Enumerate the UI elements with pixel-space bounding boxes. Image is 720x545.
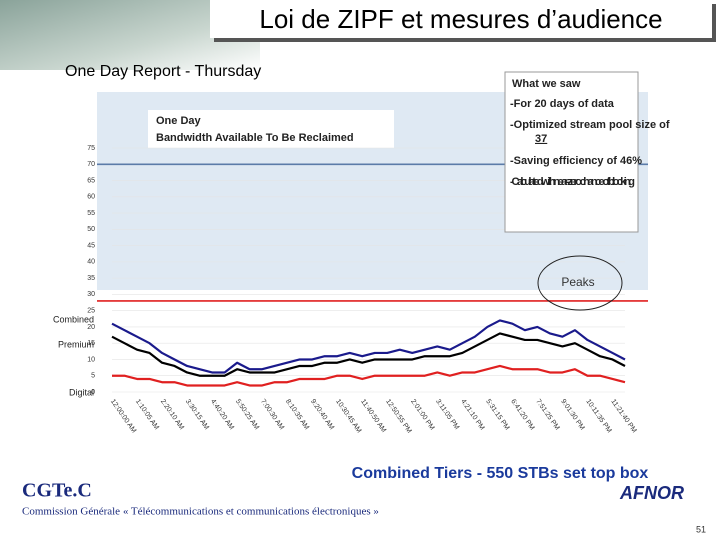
callout-value: 37: [535, 133, 547, 145]
title-box: [210, 0, 712, 38]
callout-box: [504, 71, 639, 233]
series-line: [111, 319, 626, 374]
y-tick-label: 50: [87, 226, 95, 233]
x-tick-label: 10:30:45 AM: [334, 398, 362, 434]
y-tick-label: 10: [87, 356, 95, 363]
x-tick-label: 3:11:05 PM: [434, 398, 460, 431]
x-tick-label: 10:11:35 PM: [584, 398, 612, 434]
page-number: 51: [696, 524, 706, 534]
x-tick-label: 12:00:00 AM: [109, 398, 137, 434]
callout-text: -For 20 days of data: [510, 98, 615, 110]
region-label: Bandwidth Available To Be Reclaimed: [156, 132, 354, 144]
x-tick-label: 2:20:10 AM: [159, 398, 185, 431]
region-label: One Day: [156, 115, 202, 127]
y-tick-label: 30: [87, 291, 95, 298]
callout-heading: What we saw: [512, 78, 581, 90]
y-tick-label: 60: [87, 194, 95, 201]
y-tick-label: 25: [87, 308, 95, 315]
x-tick-label: 5:31:15 PM: [484, 398, 510, 431]
y-tick-label: 20: [87, 324, 95, 331]
y-tick-label: 75: [87, 145, 95, 152]
y-tick-label: 35: [87, 275, 95, 282]
x-tick-label: 9:01:30 PM: [559, 398, 585, 431]
callout-text: -Optimized stream pool size of: [510, 119, 670, 131]
series-label: Combined: [53, 314, 94, 324]
peaks-label: Peaks: [561, 275, 594, 289]
x-tick-label: 6:41:20 PM: [509, 398, 535, 431]
x-tick-label: 4:21:10 PM: [459, 398, 485, 431]
series-label: Premium: [58, 339, 94, 349]
slide-title: Loi de ZIPF et mesures d’audience: [259, 4, 662, 34]
x-tick-label: 5:50:25 AM: [234, 398, 260, 431]
y-tick-label: 40: [87, 259, 95, 266]
x-tick-label: 8:10:35 AM: [284, 398, 310, 431]
y-tick-label: 70: [87, 161, 95, 168]
x-tick-label: 11:21:40 PM: [609, 398, 637, 434]
y-tick-label: 0: [91, 389, 95, 396]
org-logo: CGTe.C: [22, 480, 92, 502]
x-tick-label: 7:51:25 PM: [534, 398, 560, 431]
callout-text: - Calculated with near-zero chance of bl…: [510, 176, 635, 188]
x-tick-label: 11:40:50 AM: [359, 398, 387, 434]
series-line: [111, 332, 626, 377]
x-tick-label: 1:10:05 AM: [134, 398, 160, 431]
callout-text: -Saving efficiency of 46%: [510, 155, 642, 167]
peaks-ring: [537, 255, 623, 311]
org-full: Commission Générale « Télécommunications…: [22, 506, 379, 518]
y-tick-label: 15: [87, 340, 95, 347]
y-tick-label: 55: [87, 210, 95, 217]
caption: Combined Tiers - 550 STBs set top box: [352, 465, 649, 482]
x-tick-label: 4:40:20 AM: [209, 398, 235, 431]
report-title: One Day Report - Thursday: [65, 63, 261, 80]
x-tick-label: 7:00:30 AM: [259, 398, 285, 431]
x-tick-label: 2:01:00 PM: [409, 398, 435, 431]
series-label: Digital: [69, 387, 94, 397]
x-tick-label: 9:20:40 AM: [309, 398, 335, 431]
x-tick-label: 3:30:15 AM: [184, 398, 210, 431]
series-line: [112, 364, 626, 387]
region-label-box: [148, 110, 394, 148]
y-tick-label: 5: [91, 373, 95, 380]
afnor-logo: AFNOR: [619, 483, 684, 503]
y-tick-label: 65: [87, 177, 95, 184]
x-tick-label: 12:50:55 PM: [384, 398, 413, 435]
y-tick-label: 45: [87, 242, 95, 249]
